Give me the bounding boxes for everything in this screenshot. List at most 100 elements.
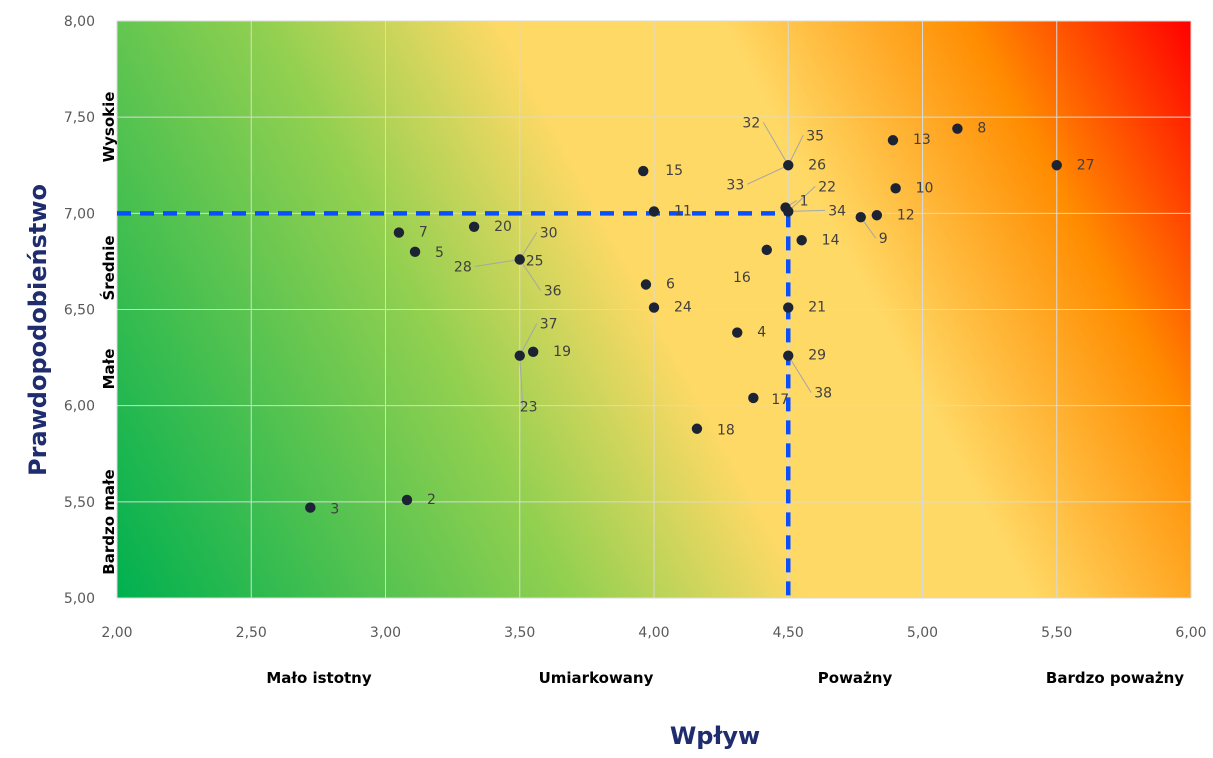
data-point (890, 183, 901, 194)
point-label: 15 (665, 163, 683, 179)
leader-line (762, 121, 789, 166)
y-category-label: Bardzo małe (100, 469, 118, 574)
point-label: 9 (879, 231, 888, 247)
point-label: 11 (674, 203, 692, 219)
y-tick-label: 5,00 (64, 591, 95, 607)
point-label: 16 (733, 270, 751, 286)
point-label: 18 (717, 423, 735, 439)
y-tick-label: 6,00 (64, 399, 95, 415)
data-points (305, 123, 1062, 513)
point-label: 33 (726, 177, 744, 193)
x-tick-label: 5,50 (1041, 625, 1072, 641)
data-point (1051, 160, 1062, 171)
y-tick-label: 5,50 (64, 495, 95, 511)
x-axis-title: Wpływ (670, 722, 760, 750)
point-label: 27 (1077, 157, 1095, 173)
data-point (783, 350, 794, 361)
threshold-lines (117, 211, 791, 598)
point-label: 4 (757, 325, 766, 341)
data-point (401, 494, 413, 506)
point-label: 12 (897, 207, 915, 223)
x-tick-label: 6,00 (1175, 625, 1206, 641)
point-label: 5 (435, 245, 444, 261)
x-tick-label: 4,50 (773, 625, 804, 641)
point-label: 2 (427, 492, 436, 508)
leader-line (519, 323, 538, 356)
x-category-label: Umiarkowany (539, 669, 654, 687)
point-label: 30 (540, 225, 558, 241)
point-label: 34 (828, 203, 846, 219)
point-label: 10 (916, 180, 934, 196)
leader-line (788, 209, 826, 212)
point-label: 38 (814, 386, 832, 402)
point-label: 21 (808, 300, 826, 316)
y-tick-label: 6,50 (64, 303, 95, 319)
data-point (527, 346, 539, 358)
point-label: 8 (977, 121, 986, 137)
point-label: 19 (553, 344, 571, 360)
data-point (871, 210, 883, 221)
point-label: 35 (806, 128, 824, 144)
data-point (638, 165, 649, 177)
y-category-label: Małe (100, 349, 118, 390)
x-category-label: Poważny (818, 669, 893, 687)
point-label: 3 (330, 502, 339, 518)
data-point (748, 392, 759, 404)
y-tick-label: 7,00 (64, 206, 95, 222)
y-axis-title: Prawdopodobieństwo (24, 184, 52, 476)
point-label: 22 (818, 179, 836, 195)
point-label: 23 (520, 400, 538, 416)
y-tick-label: 8,00 (64, 14, 95, 30)
point-label: 37 (540, 317, 558, 333)
data-point (783, 302, 794, 313)
leader-line (519, 232, 538, 260)
data-point (796, 235, 807, 246)
data-point (305, 502, 316, 513)
leader-lines (474, 121, 877, 407)
y-tick-label: 7,50 (64, 110, 95, 126)
x-category-label: Mało istotny (266, 669, 372, 687)
x-tick-label: 3,50 (504, 625, 535, 641)
point-label: 36 (544, 283, 562, 299)
y-category-labels: Bardzo małe Małe Średnie Wysokie (99, 92, 118, 575)
x-category-label: Bardzo poważny (1046, 669, 1184, 687)
data-point (691, 423, 703, 434)
y-tick-labels: 5,00 5,50 6,00 6,50 7,00 7,50 8,00 (64, 14, 95, 607)
x-tick-label: 2,50 (236, 625, 267, 641)
point-label: 32 (742, 115, 760, 131)
y-category-label: Średnie (99, 235, 118, 300)
point-label: 7 (419, 225, 428, 241)
data-point (952, 123, 963, 134)
data-point (855, 211, 866, 223)
point-label: 29 (808, 348, 826, 364)
x-tick-label: 5,00 (907, 625, 938, 641)
leader-line (787, 186, 816, 212)
point-label: 25 (526, 253, 544, 269)
leader-line (787, 135, 804, 166)
data-point (640, 279, 652, 290)
data-point (761, 244, 772, 256)
data-point (887, 135, 899, 146)
data-point (409, 246, 421, 257)
x-tick-labels: 2,00 2,50 3,00 3,50 4,00 4,50 5,00 5,50 6,00 (101, 625, 1206, 641)
leader-line (747, 164, 789, 185)
x-category-labels: Mało istotny Umiarkowany Poważny Bardzo … (266, 669, 1184, 687)
point-label: 20 (494, 219, 512, 235)
data-point (393, 227, 405, 238)
leader-line (519, 355, 524, 407)
data-point (783, 206, 794, 217)
y-category-label: Wysokie (100, 92, 118, 163)
x-tick-label: 3,00 (370, 625, 401, 641)
point-label: 17 (771, 392, 789, 408)
point-label: 26 (808, 157, 826, 173)
data-point (514, 254, 525, 265)
data-point (783, 160, 794, 171)
data-point (468, 221, 480, 232)
point-label: 13 (913, 132, 931, 148)
point-label: 28 (454, 259, 472, 275)
point-label: 6 (666, 276, 675, 292)
x-tick-label: 2,00 (101, 625, 132, 641)
